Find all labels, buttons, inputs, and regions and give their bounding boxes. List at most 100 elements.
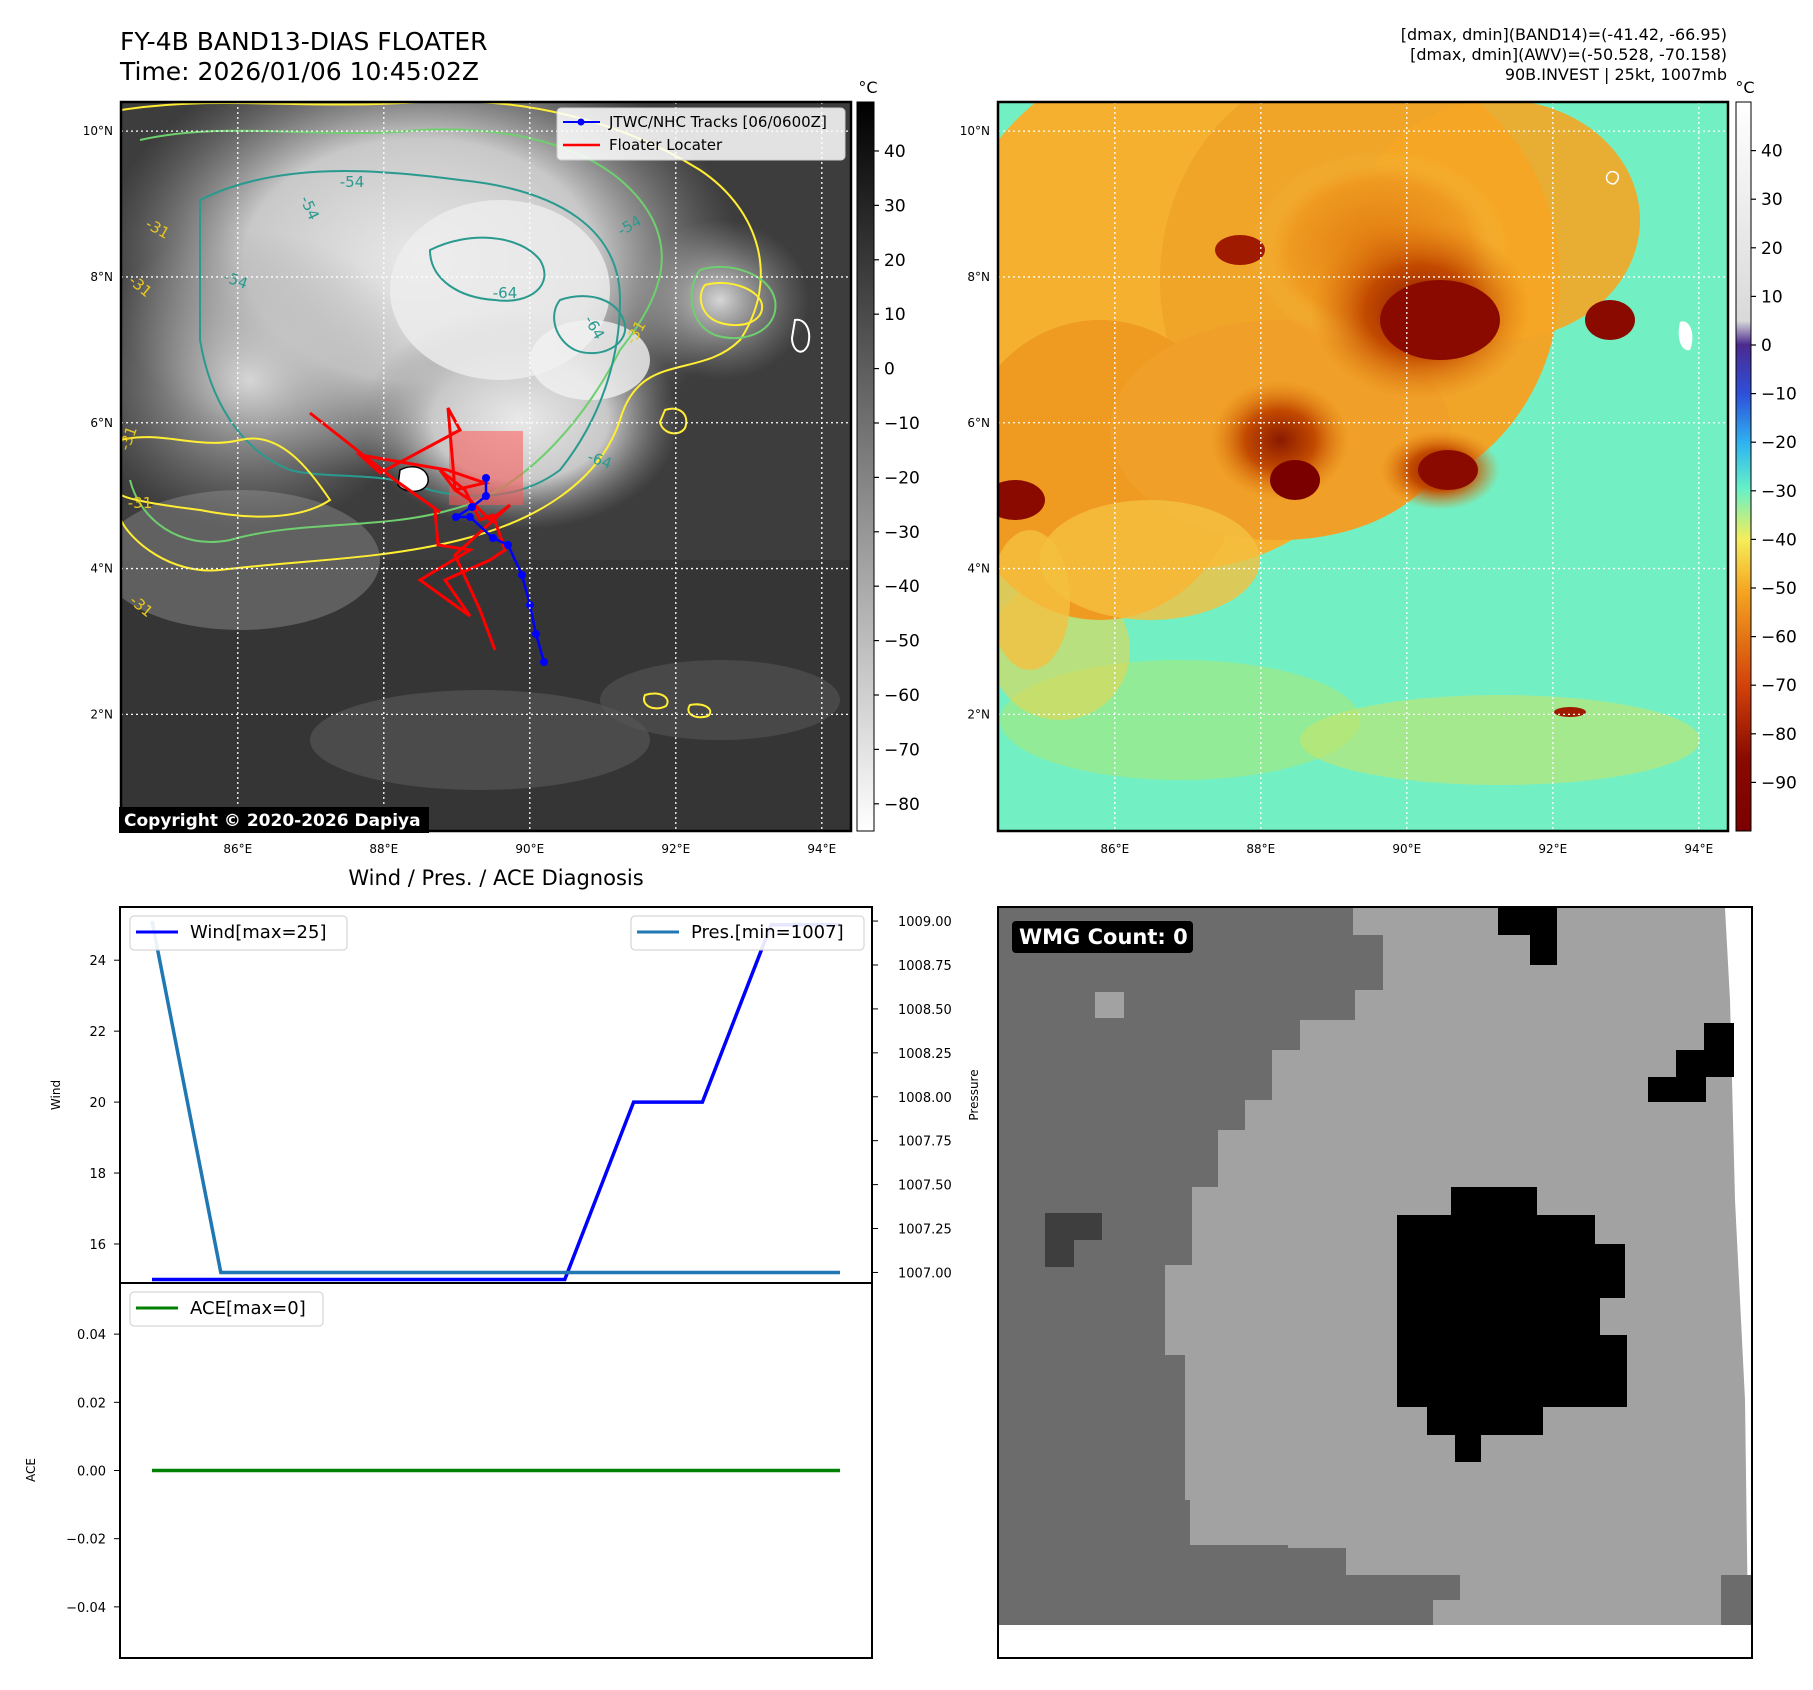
- pressure-ylabel: Pressure: [967, 1069, 981, 1120]
- wmg-count-label: WMG Count: 0: [1019, 925, 1188, 949]
- lon-tick-label: 92°E: [1538, 842, 1567, 856]
- colorbar-tick-label: −80: [1761, 725, 1797, 745]
- copyright-box: [119, 807, 429, 833]
- pressure-line: [150, 920, 840, 1275]
- lon-tick-label: 86°E: [223, 842, 252, 856]
- wind-pres-axes: [119, 906, 873, 1284]
- info-band14: [dmax, dmin](BAND14)=(-41.42, -66.95): [1401, 25, 1727, 44]
- lon-tick-label: 88°E: [1246, 842, 1275, 856]
- figure-title: FY-4B BAND13-DIAS FLOATER: [120, 27, 488, 56]
- legend-track-label: JTWC/NHC Tracks [06/0600Z]: [608, 113, 827, 131]
- lat-tick-label: 2°N: [90, 707, 113, 721]
- info-awv: [dmax, dmin](AWV)=(-50.528, -70.158): [1410, 45, 1727, 64]
- pres-ytick-label: 1009.00: [898, 915, 952, 930]
- ace-ylabel: ACE: [24, 1458, 38, 1482]
- ace-plot: 0.04 0.02 0.00 −0.02 −0.04: [66, 1328, 840, 1616]
- colorbar-tick-label: 0: [884, 360, 895, 380]
- lat-tick-label: 4°N: [90, 562, 113, 576]
- contour-label: -64: [493, 284, 518, 302]
- colorbar-tick-label: 10: [884, 305, 906, 325]
- colorbar-tick-label: −50: [884, 632, 920, 652]
- lon-tick-label: 88°E: [369, 842, 398, 856]
- ir-gridlines: [121, 102, 851, 831]
- colorbar-tick-label: −60: [884, 686, 920, 706]
- ace-ytick-label: −0.04: [66, 1601, 106, 1616]
- colorbar-tick-label: 40: [1761, 142, 1783, 162]
- colorbar-tick-label: −50: [1761, 579, 1797, 599]
- lon-tick-label: 90°E: [515, 842, 544, 856]
- colorbar-tick-label: −40: [1761, 530, 1797, 550]
- pres-legend: Pres.[min=1007]: [630, 915, 865, 951]
- ace-ytick-label: 0.04: [77, 1328, 106, 1343]
- track-point: [482, 474, 490, 482]
- track-point: [468, 503, 476, 511]
- wind-ytick-label: 20: [89, 1096, 106, 1111]
- colorbar-tick-label: −30: [884, 523, 920, 543]
- info-storm: 90B.INVEST | 25kt, 1007mb: [1505, 65, 1727, 84]
- ace-legend-label: ACE[max=0]: [190, 1298, 306, 1319]
- wind-ytick-label: 16: [89, 1238, 106, 1253]
- wind-ylabel: Wind: [49, 1080, 63, 1110]
- wv-imagery: [998, 102, 1728, 831]
- wind-line: [152, 922, 840, 1282]
- ace-ytick-label: −0.02: [66, 1533, 106, 1548]
- colorbar-tick-label: 20: [1761, 239, 1783, 259]
- legend-floater-label: Floater Locater: [609, 136, 723, 154]
- pres-ytick-label: 1008.25: [898, 1047, 952, 1062]
- wv-colorbar-ticks: 40 30 20 10 0 −10 −20 −30 −40 −50 −60 −70 −80 −90: [1751, 142, 1797, 793]
- colorbar-tick-label: −10: [1761, 385, 1797, 405]
- wv-map-frame: [996, 100, 1730, 833]
- ace-ytick-label: 0.02: [77, 1396, 106, 1411]
- wmg-count-box: [1012, 921, 1193, 953]
- lon-tick-label: 90°E: [1392, 842, 1421, 856]
- copyright-text: Copyright © 2020-2026 Dapiya: [124, 811, 421, 831]
- pres-ytick-label: 1007.25: [898, 1223, 952, 1238]
- wv-axis-ticks: 86°E 88°E 90°E 92°E 94°E 10°N 8°N 6°N 4°N 2°N: [960, 124, 1713, 856]
- contour-label: -31: [128, 494, 153, 512]
- lat-tick-label: 8°N: [90, 270, 113, 284]
- colorbar-tick-label: 40: [884, 142, 906, 162]
- diagnosis-title: Wind / Pres. / ACE Diagnosis: [348, 866, 643, 890]
- wv-colorbar-unit: °C: [1735, 78, 1754, 97]
- wv-panel: 86°E 88°E 90°E 92°E 94°E10°N8°N6°N4°N2°N °C …: [960, 78, 1797, 856]
- colorbar-tick-label: −20: [1761, 433, 1797, 453]
- lat-tick-label: 10°N: [83, 124, 113, 138]
- ir-axis-ticks: 86°E 88°E 90°E 92°E 94°E 10°N 8°N 6°N 4°N 2°N: [83, 124, 836, 856]
- track-point: [504, 541, 512, 549]
- lon-tick-label: 94°E: [807, 842, 836, 856]
- colorbar-tick-label: −60: [1761, 628, 1797, 648]
- pres-ytick-label: 1008.50: [898, 1003, 952, 1018]
- pres-ytick-label: 1008.00: [898, 1091, 952, 1106]
- track-point: [540, 658, 548, 666]
- track-point: [532, 630, 540, 638]
- wmg-image: [999, 908, 1751, 1625]
- ace-ytick-label: 0.00: [77, 1465, 106, 1480]
- legend-track-marker: [577, 118, 585, 126]
- diagnosis-chart: Wind / Pres. / ACE Diagnosis 16182022241…: [24, 866, 981, 1659]
- contour-label: -54: [340, 173, 365, 191]
- colorbar-tick-label: −80: [884, 795, 920, 815]
- lon-tick-label: 92°E: [661, 842, 690, 856]
- track-point: [518, 571, 526, 579]
- track-point: [466, 513, 474, 521]
- colorbar-tick-label: 0: [1761, 336, 1772, 356]
- colorbar-tick-label: −90: [1761, 773, 1797, 793]
- colorbar-tick-label: −10: [884, 414, 920, 434]
- ace-legend: ACE[max=0]: [129, 1291, 324, 1327]
- lat-tick-label: 4°N: [967, 562, 990, 576]
- lat-tick-label: 10°N: [960, 124, 990, 138]
- pres-ytick-label: 1007.50: [898, 1179, 952, 1194]
- pres-legend-label: Pres.[min=1007]: [691, 922, 844, 943]
- ir-legend: JTWC/NHC Tracks [06/0600Z] Floater Locat…: [556, 107, 846, 161]
- figure-time: Time: 2026/01/06 10:45:02Z: [119, 57, 479, 86]
- ir-panel: -54 -54 -31 -31 -54 -64 -64 -54 -31 -64 …: [83, 78, 920, 856]
- lat-tick-label: 6°N: [90, 416, 113, 430]
- wmg-panel: WMG Count: 0: [997, 906, 1753, 1659]
- track-point: [452, 513, 460, 521]
- wind-legend: Wind[max=25]: [129, 915, 348, 951]
- colorbar-tick-label: −20: [884, 468, 920, 488]
- ir-colorbar: [856, 101, 875, 832]
- colorbar-tick-label: 20: [884, 251, 906, 271]
- colorbar-tick-label: −30: [1761, 482, 1797, 502]
